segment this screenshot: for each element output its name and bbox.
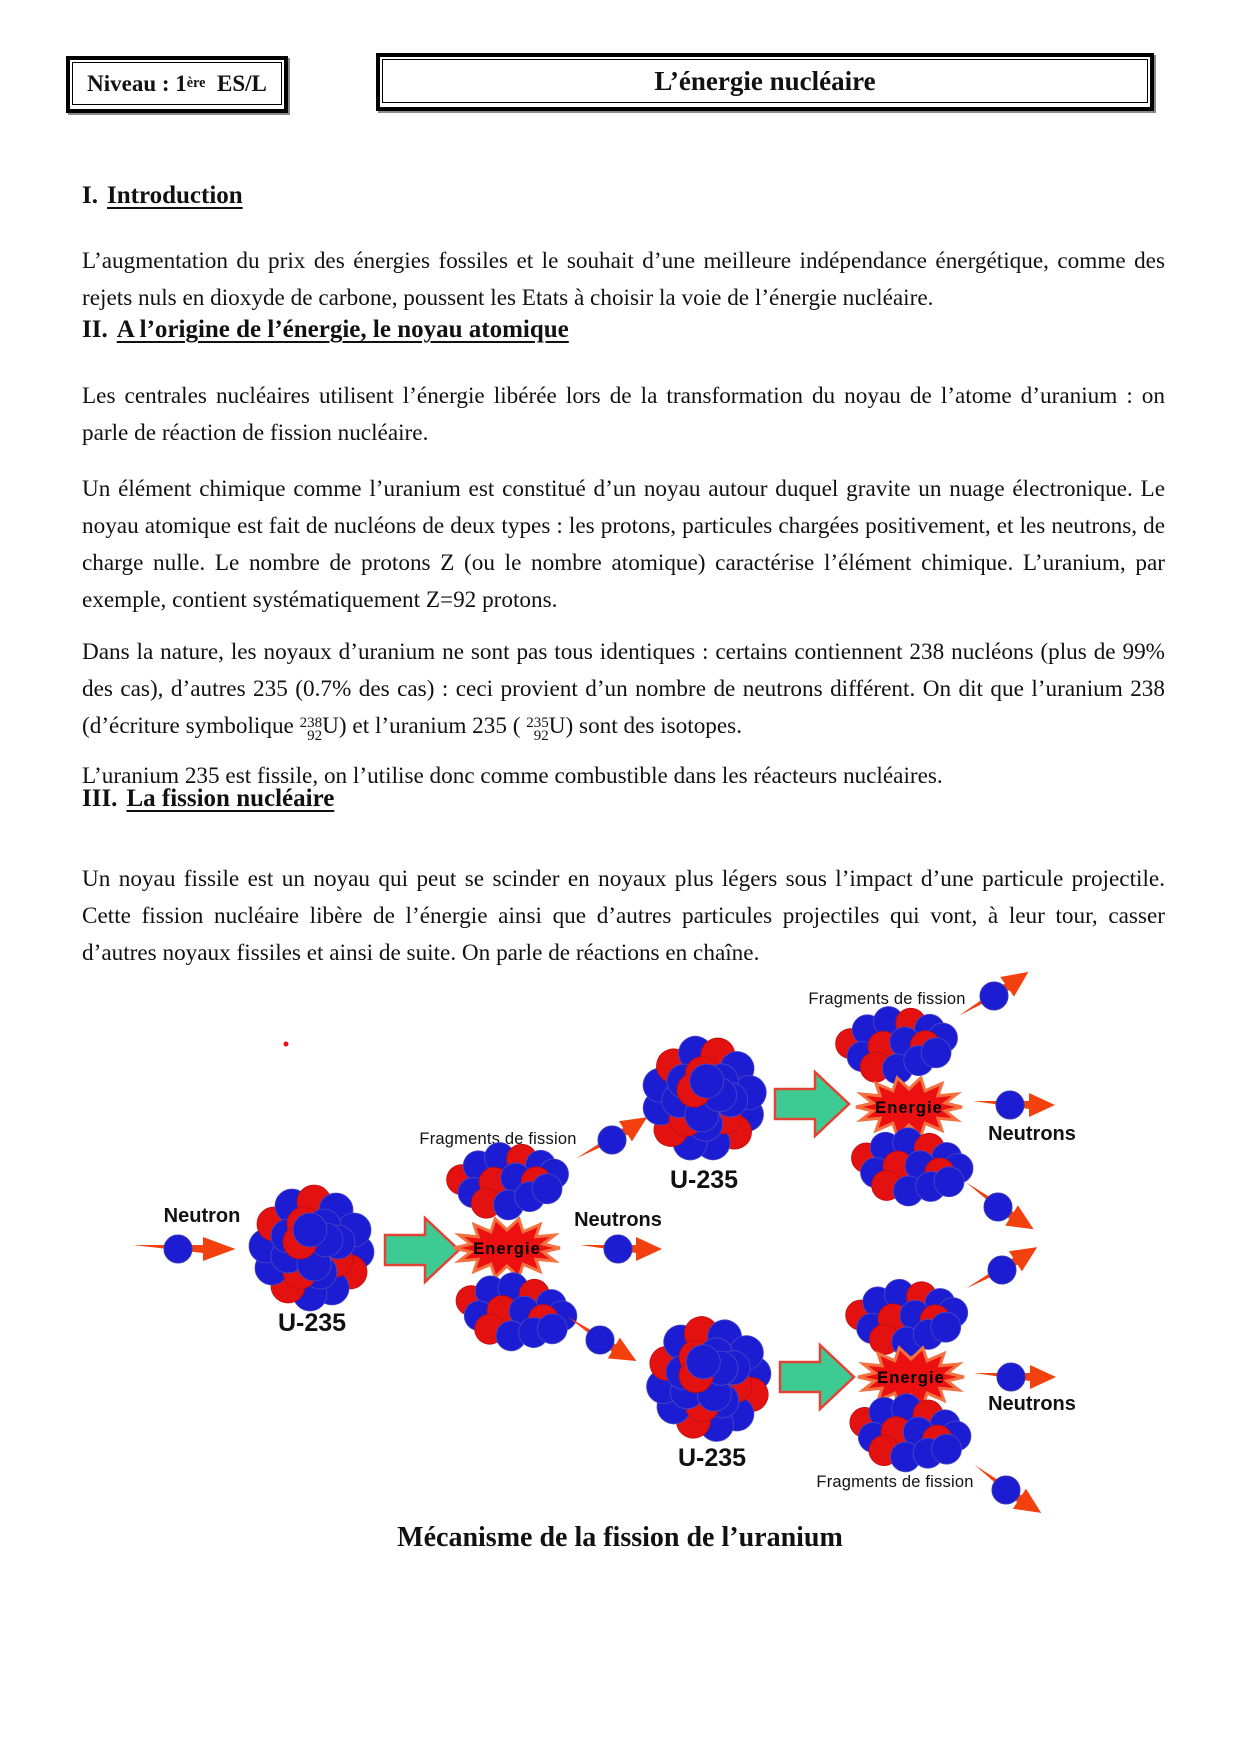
paragraph-fissile: L’uranium 235 est fissile, on l’utilise …	[82, 763, 943, 790]
u235-nucleus	[626, 1021, 781, 1177]
energy-burst	[857, 1345, 965, 1409]
fragments-label: Fragments de fission	[419, 1130, 576, 1148]
paragraph-intro: L’augmentation du prix des énergies foss…	[82, 248, 1165, 312]
neutron-particle	[973, 1090, 1055, 1120]
energy-burst	[855, 1075, 963, 1139]
fission-fragments-cluster	[843, 1274, 971, 1362]
isotope-238-notation: 238 92	[299, 715, 323, 745]
neutron-particle	[957, 1175, 1040, 1240]
neutron-particle	[965, 1458, 1048, 1523]
isotope-235-notation: 235 92	[526, 715, 549, 745]
energy-label: Energie	[473, 1240, 541, 1258]
mass-number: 235	[526, 715, 549, 732]
neutron-particle	[559, 1309, 643, 1372]
level-box: Niveau : 1 ère ES/L	[66, 56, 288, 113]
heading-number: II.	[82, 316, 108, 343]
isotope-text-c: ) sont des isotopes.	[565, 713, 743, 740]
fission-fragments-cluster	[442, 1135, 574, 1227]
isotope-text-a: Dans la nature, les noyaux d’uranium ne …	[82, 639, 1165, 740]
element-symbol: U	[322, 713, 339, 740]
u235-nucleus	[633, 1304, 784, 1455]
level-superscript: ère	[186, 75, 206, 91]
atomic-number: 92	[533, 728, 549, 745]
neutrons-label: Neutrons	[574, 1209, 662, 1231]
heading-fission: III. La fission nucléaire	[82, 785, 334, 813]
page-title: L’énergie nucléaire	[382, 59, 1148, 103]
isotope-text-b: ) et l’uranium 235 (	[338, 713, 527, 740]
neutron-particle	[954, 962, 1036, 1029]
neutron-particle	[133, 1234, 236, 1264]
heading-text: La fission nucléaire	[126, 785, 335, 812]
paragraph-element-chimique: Un élément chimique comme l’uranium est …	[82, 476, 1165, 614]
heading-number: III.	[82, 785, 118, 812]
fission-diagram: Neutron U-235 Fragments de fission Energ…	[133, 962, 1076, 1523]
paragraph-centrales: Les centrales nucléaires utilisent l’éne…	[82, 383, 1165, 447]
u235-label: U-235	[278, 1309, 346, 1337]
neutron-particle	[571, 1107, 654, 1172]
heading-introduction: I. Introduction	[82, 182, 243, 210]
neutron-particle	[961, 1237, 1044, 1302]
heading-number: I.	[82, 182, 98, 209]
level-suffix: ES/L	[205, 70, 267, 96]
u235-label: U-235	[678, 1444, 746, 1472]
neutron-particle	[974, 1362, 1056, 1392]
neutron-label: Neutron	[164, 1205, 241, 1227]
level-text: Niveau : 1	[87, 70, 187, 96]
level-label: Niveau : 1 ère ES/L	[72, 62, 282, 105]
neutrons-label: Neutrons	[988, 1393, 1076, 1415]
energy-burst	[453, 1216, 561, 1280]
u235-label: U-235	[670, 1166, 738, 1194]
energy-label: Energie	[875, 1099, 943, 1117]
energy-label: Energie	[877, 1369, 945, 1387]
neutrons-label: Neutrons	[988, 1123, 1076, 1145]
paragraph-isotopes: Dans la nature, les noyaux d’uranium ne …	[82, 634, 1165, 745]
fission-fragments-cluster	[450, 1265, 582, 1359]
figure-caption: Mécanisme de la fission de l’uranium	[397, 1522, 843, 1553]
mass-number: 238	[299, 715, 323, 732]
neutron-particle	[580, 1234, 662, 1264]
green-arrow	[383, 1216, 461, 1284]
title-box: L’énergie nucléaire	[376, 53, 1154, 111]
fragments-label: Fragments de fission	[808, 990, 965, 1008]
green-arrow	[773, 1070, 851, 1138]
element-symbol: U	[548, 713, 566, 740]
paragraph-noyau-fissile: Un noyau fissile est un noyau qui peut s…	[82, 866, 1165, 967]
fragments-label: Fragments de fission	[816, 1473, 973, 1491]
heading-origin-energy: II. A l’origine de l’énergie, le noyau at…	[82, 316, 569, 344]
heading-text: A l’origine de l’énergie, le noyau atomi…	[116, 316, 569, 343]
atomic-number: 92	[307, 728, 323, 745]
heading-text: Introduction	[106, 182, 243, 209]
fission-fragments-cluster	[848, 1123, 976, 1211]
green-arrow	[778, 1343, 856, 1411]
u235-nucleus	[248, 1184, 375, 1312]
fission-fragments-cluster	[844, 1387, 976, 1479]
stray-dot	[283, 1041, 289, 1047]
